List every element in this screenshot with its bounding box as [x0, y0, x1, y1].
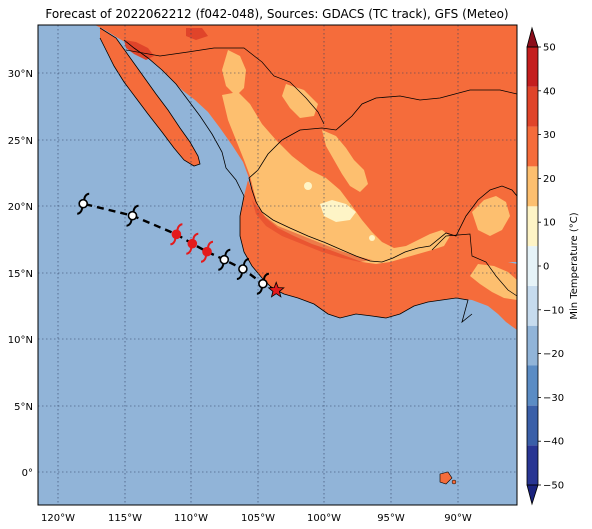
- lon-tick-label: 115°W: [108, 513, 142, 524]
- longitude-axis: 120°W 115°W 110°W 105°W 100°W 95°W 90°W: [41, 513, 472, 524]
- lon-tick-label: 90°W: [444, 513, 472, 524]
- galapagos-islands: [439, 471, 453, 485]
- land-north: [95, 25, 517, 262]
- galapagos-islands: [451, 479, 457, 485]
- lat-tick-label: 10°N: [8, 335, 33, 346]
- colorbar-tick-label: 50: [543, 43, 556, 54]
- colorbar-band: [527, 365, 538, 406]
- colorbar-tick-label: 30: [543, 130, 556, 141]
- colorbar-band: [527, 405, 538, 446]
- hot-spot: [124, 40, 154, 60]
- colorbar-extend-top: [526, 26, 539, 48]
- map-frame: [37, 24, 518, 506]
- tropical-cyclone-icon: [77, 192, 90, 215]
- gulf-coast-zone: [322, 130, 368, 192]
- yucatan-zone: [472, 196, 510, 236]
- colorbar-band: [527, 325, 538, 366]
- lon-tick-label: 105°W: [241, 513, 275, 524]
- map-area: [38, 25, 517, 505]
- colorbar-band: [527, 445, 538, 485]
- colorbar-tick-label: 0: [543, 262, 549, 273]
- colorbar-extend-bottom: [526, 484, 539, 506]
- colorbar-band: [527, 246, 538, 286]
- lat-tick-label: 25°N: [8, 136, 33, 147]
- texas-zone: [282, 84, 318, 118]
- colorbar-band: [527, 285, 538, 326]
- highland-spot: [304, 182, 312, 190]
- colorbar: 50 40 30 20 10 0 −10 −20 −30 −40 −50 Min Temperatu…: [526, 26, 580, 506]
- colorbar-tick-label: 10: [543, 218, 556, 229]
- lon-tick-label: 95°W: [377, 513, 405, 524]
- hot-spot: [186, 28, 208, 40]
- tropical-cyclone-icon: [200, 240, 214, 263]
- central-america-zone: [470, 264, 517, 300]
- lon-tick-label: 110°W: [174, 513, 208, 524]
- lon-tick-label: 120°W: [41, 513, 75, 524]
- colorbar-band: [527, 47, 538, 87]
- colorbar-band: [527, 166, 538, 207]
- colorbar-band: [527, 86, 538, 127]
- coastline: [248, 89, 517, 263]
- lat-tick-label: 5°N: [14, 402, 33, 413]
- lat-tick-label: 20°N: [8, 202, 33, 213]
- colorbar-band: [527, 126, 538, 167]
- highland-spot: [369, 235, 375, 241]
- land-south: [240, 180, 517, 330]
- gulf-of-california: [124, 40, 226, 168]
- colorbar-band: [527, 206, 538, 247]
- tropical-cyclone-icon: [170, 223, 183, 246]
- lat-tick-label: 0°: [22, 468, 33, 479]
- coastal-band: [252, 200, 372, 262]
- tropical-cyclone-icon: [236, 258, 250, 280]
- colorbar-label: Min Temperature (°C): [569, 212, 580, 319]
- colorbar-ticks: 50 40 30 20 10 0 −10 −20 −30 −40 −50: [538, 43, 564, 492]
- tropical-cyclone-icon: [126, 204, 139, 227]
- tropical-cyclone-icon: [256, 272, 270, 295]
- us-mexico-border: [125, 47, 325, 125]
- lat-tick-label: 30°N: [8, 69, 33, 80]
- colorbar-tick-label: −40: [543, 437, 564, 448]
- colorbar-tick-label: −20: [543, 349, 564, 360]
- lon-tick-label: 100°W: [307, 513, 341, 524]
- plateau-zone: [222, 92, 450, 264]
- colorbar-tick-label: 40: [543, 86, 556, 97]
- lat-tick-label: 15°N: [8, 269, 33, 280]
- latitude-axis: 30°N 25°N 20°N 15°N 10°N 5°N 0°: [8, 69, 33, 479]
- map-title: Forecast of 2022062212 (f042-048), Sourc…: [45, 7, 508, 21]
- highland-spot: [320, 200, 356, 222]
- gridlines: [38, 25, 517, 505]
- tropical-cyclone-icon: [186, 232, 199, 255]
- colorbar-tick-label: −50: [543, 481, 564, 492]
- colorbar-tick-label: 20: [543, 174, 556, 185]
- coastline: [99, 27, 201, 167]
- star-icon: [267, 281, 285, 298]
- colorbar-tick-label: −30: [543, 393, 564, 404]
- storm-track-line: [82, 202, 277, 292]
- tropical-cyclone-icon: [218, 248, 231, 271]
- colorbar-tick-label: −10: [543, 305, 564, 316]
- central-america-border: [431, 233, 517, 297]
